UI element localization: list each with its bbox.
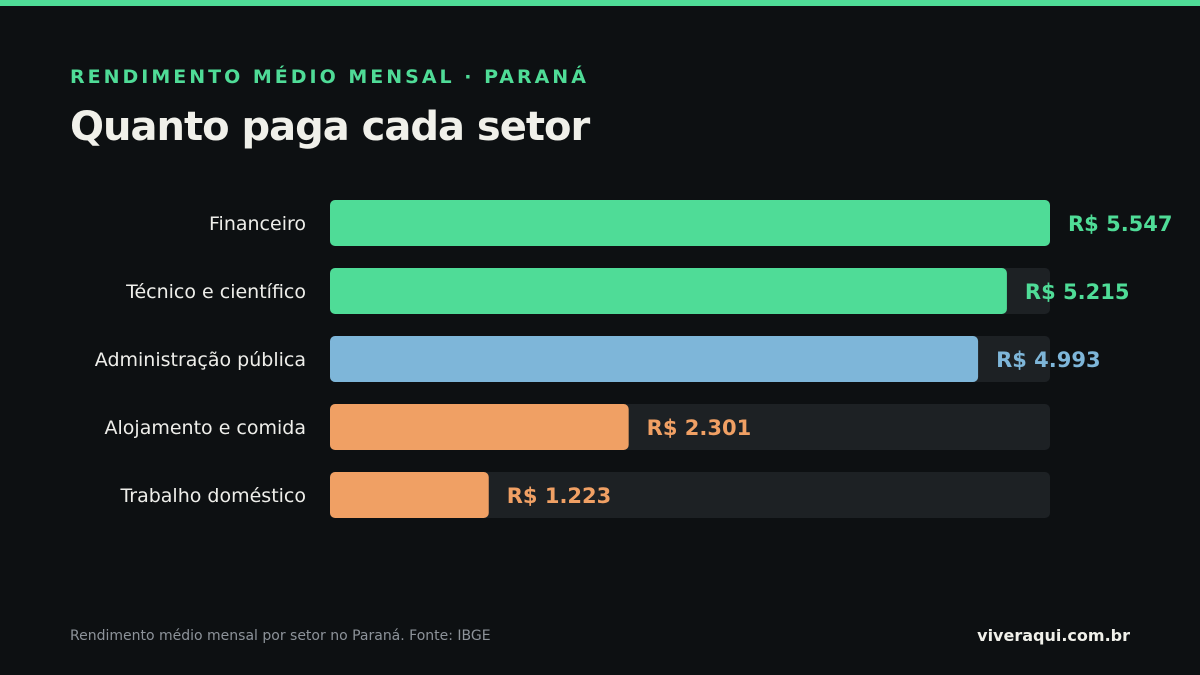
value-label: R$ 2.301 [647,416,752,440]
bar [330,336,979,382]
bar [330,200,1050,246]
category-label: Trabalho doméstico [119,485,306,507]
chart-eyebrow: RENDIMENTO MÉDIO MENSAL · PARANÁ [70,66,589,88]
value-label: R$ 5.215 [1025,280,1130,304]
category-label: Financeiro [209,213,306,235]
bar [330,472,489,518]
source-note: Rendimento médio mensal por setor no Par… [70,628,491,644]
value-label: R$ 5.547 [1068,212,1173,236]
category-label: Técnico e científico [125,281,306,303]
chart-title: Quanto paga cada setor [70,104,590,150]
bar [330,404,629,450]
value-label: R$ 1.223 [507,484,612,508]
bar-track [330,472,1050,518]
brand-logo-text: viveraqui.com.br [977,626,1130,645]
bar [330,268,1007,314]
top-accent-bar [0,0,1200,6]
value-label: R$ 4.993 [996,348,1101,372]
category-label: Alojamento e comida [105,417,306,439]
category-label: Administração pública [95,349,306,371]
